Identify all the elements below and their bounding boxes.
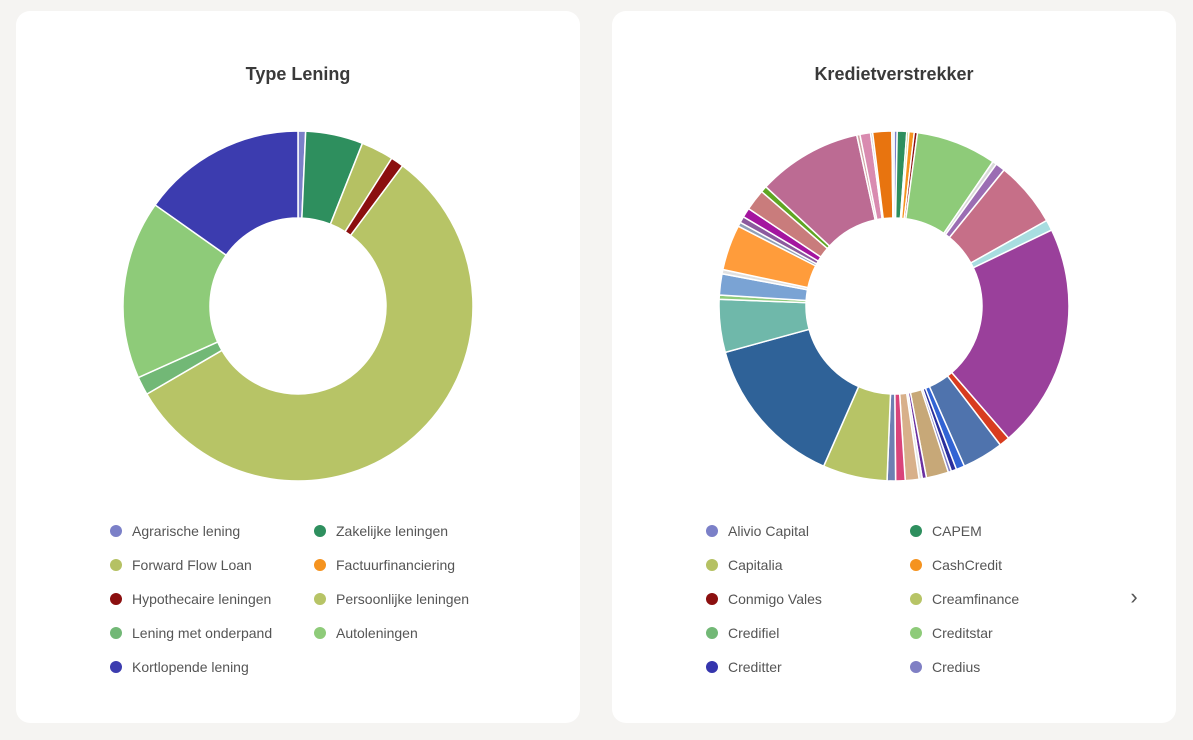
legend-color-dot: [910, 627, 922, 639]
kredietverstrekker-donut-chart[interactable]: [612, 111, 1176, 501]
legend-item-lening-met-onderpand[interactable]: Lening met onderpand: [110, 625, 272, 641]
legend-label: Autoleningen: [336, 625, 418, 641]
legend-label: Creditter: [728, 659, 782, 675]
legend-color-dot: [110, 559, 122, 571]
legend-color-dot: [706, 661, 718, 673]
legend-item-capem[interactable]: CAPEM: [910, 523, 982, 539]
legend-color-dot: [706, 593, 718, 605]
legend-item-cashcredit[interactable]: CashCredit: [910, 557, 1002, 573]
legend-label: Kortlopende lening: [132, 659, 249, 675]
type-lening-donut-chart[interactable]: [16, 111, 580, 501]
legend-label: CashCredit: [932, 557, 1003, 573]
legend-label: Agrarische lening: [132, 523, 241, 539]
legend-label: Credifiel: [728, 625, 780, 641]
legend-label: Factuurfinanciering: [336, 557, 456, 573]
legend-color-dot: [314, 593, 326, 605]
legend-label: CAPEM: [932, 523, 982, 539]
legend-color-dot: [706, 525, 718, 537]
legend-color-dot: [314, 525, 326, 537]
legend-label: Creamfinance: [932, 591, 1020, 607]
legend-color-dot: [910, 559, 922, 571]
legend-item-creditstar[interactable]: Creditstar: [910, 625, 993, 641]
legend-item-autoleningen[interactable]: Autoleningen: [314, 625, 418, 641]
donut-slice-persoonlijke-leningen[interactable]: [145, 164, 474, 482]
legend-color-dot: [910, 525, 922, 537]
type-lening-card: Type Lening Agrarische lening Zakelijke l…: [16, 11, 580, 723]
legend-label: Hypothecaire leningen: [132, 591, 272, 607]
kredietverstrekker-card: Kredietverstrekker Alivio Capital CAPEM Ca…: [612, 11, 1176, 723]
legend-color-dot: [910, 593, 922, 605]
legend-item-creditter[interactable]: Creditter: [706, 659, 782, 675]
legend-item-factuurfinanciering[interactable]: Factuurfinanciering: [314, 557, 455, 573]
legend-item-persoonlijke-leningen[interactable]: Persoonlijke leningen: [314, 591, 469, 607]
legend-item-conmigo-vales[interactable]: Conmigo Vales: [706, 591, 822, 607]
legend-next-page-chevron-right-icon[interactable]: ›: [1130, 584, 1138, 609]
legend-label: Persoonlijke leningen: [336, 591, 470, 607]
legend-label: Conmigo Vales: [728, 591, 822, 607]
legend-item-zakelijke-leningen[interactable]: Zakelijke leningen: [314, 523, 448, 539]
legend-color-dot: [314, 559, 326, 571]
chart-title: Kredietverstrekker: [814, 64, 974, 84]
legend-item-creamfinance[interactable]: Creamfinance: [910, 591, 1019, 607]
legend-color-dot: [110, 627, 122, 639]
legend-label: Forward Flow Loan: [132, 557, 252, 573]
legend-item-capitalia[interactable]: Capitalia: [706, 557, 782, 573]
legend-label: Capitalia: [728, 557, 783, 573]
legend-color-dot: [706, 559, 718, 571]
legend-item-credifiel[interactable]: Credifiel: [706, 625, 779, 641]
legend-item-agrarische-lening[interactable]: Agrarische lening: [110, 523, 240, 539]
legend-color-dot: [110, 661, 122, 673]
legend-label: Lening met onderpand: [132, 625, 273, 641]
legend-label: Zakelijke leningen: [336, 523, 449, 539]
legend-color-dot: [706, 627, 718, 639]
legend-color-dot: [110, 525, 122, 537]
legend-label: Alivio Capital: [728, 523, 809, 539]
legend-color-dot: [314, 627, 326, 639]
legend-label: Creditstar: [932, 625, 993, 641]
legend-color-dot: [110, 593, 122, 605]
legend-color-dot: [910, 661, 922, 673]
donut-slice-kortlopende-lening[interactable]: [154, 130, 299, 257]
legend-item-alivio-capital[interactable]: Alivio Capital: [706, 523, 809, 539]
donut-slice-autoleningen[interactable]: [122, 203, 228, 379]
chart-title: Type Lening: [245, 64, 351, 84]
legend-item-hypothecaire-leningen[interactable]: Hypothecaire leningen: [110, 591, 271, 607]
donut-slice-10[interactable]: [950, 229, 1070, 440]
legend-label: Credius: [932, 659, 981, 675]
legend-item-forward-flow-loan[interactable]: Forward Flow Loan: [110, 557, 252, 573]
legend-item-credius[interactable]: Credius: [910, 659, 980, 675]
legend-item-kortlopende-lening[interactable]: Kortlopende lening: [110, 659, 249, 675]
donut-slice-39[interactable]: [891, 130, 895, 219]
